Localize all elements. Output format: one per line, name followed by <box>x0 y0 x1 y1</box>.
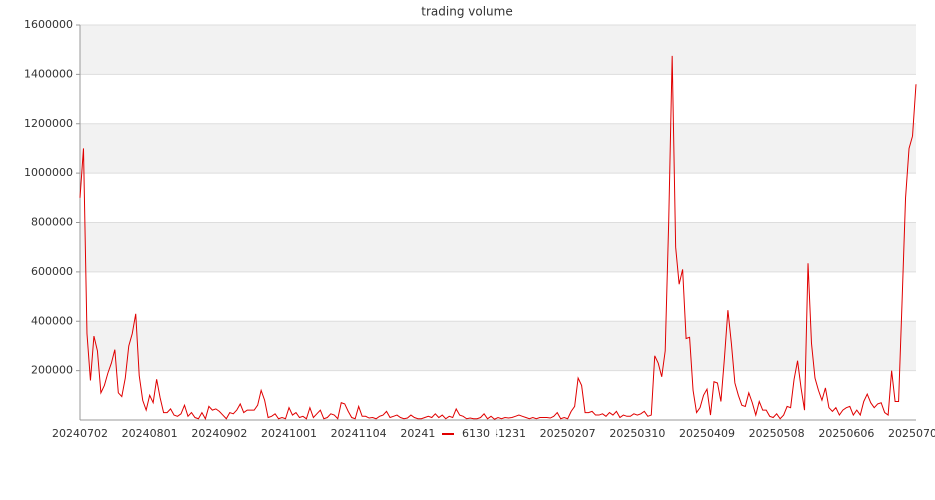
x-tick-label: 20250310 <box>609 427 665 440</box>
series-line <box>79 55 917 421</box>
x-tick-label: 20250207 <box>540 427 596 440</box>
x-tick-label: 20241104 <box>331 427 387 440</box>
grid-band <box>80 321 916 371</box>
y-tick-label: 1200000 <box>24 117 73 130</box>
y-tick-label: 200000 <box>31 364 73 377</box>
x-tick-label: 20250606 <box>818 427 874 440</box>
chart-title: trading volume <box>421 5 512 19</box>
x-tick-label: 20250704 <box>888 427 935 440</box>
legend-box <box>436 425 496 443</box>
y-tick-label: 800000 <box>31 216 73 229</box>
legend-label: 6130 <box>462 427 490 440</box>
y-tick-label: 600000 <box>31 265 73 278</box>
y-tick-label: 1400000 <box>24 67 73 80</box>
x-tick-label: 20250409 <box>679 427 735 440</box>
x-tick-label: 20250508 <box>749 427 805 440</box>
grid-band <box>80 222 916 272</box>
x-tick-label: 20240902 <box>191 427 247 440</box>
x-tick-label: 20240801 <box>122 427 178 440</box>
y-tick-label: 1600000 <box>24 18 73 31</box>
y-tick-label: 400000 <box>31 314 73 327</box>
grid-band <box>80 25 916 75</box>
x-tick-label: 20240702 <box>52 427 108 440</box>
x-tick-label: 20241001 <box>261 427 317 440</box>
y-tick-label: 1000000 <box>24 166 73 179</box>
grid-band <box>80 123 916 174</box>
